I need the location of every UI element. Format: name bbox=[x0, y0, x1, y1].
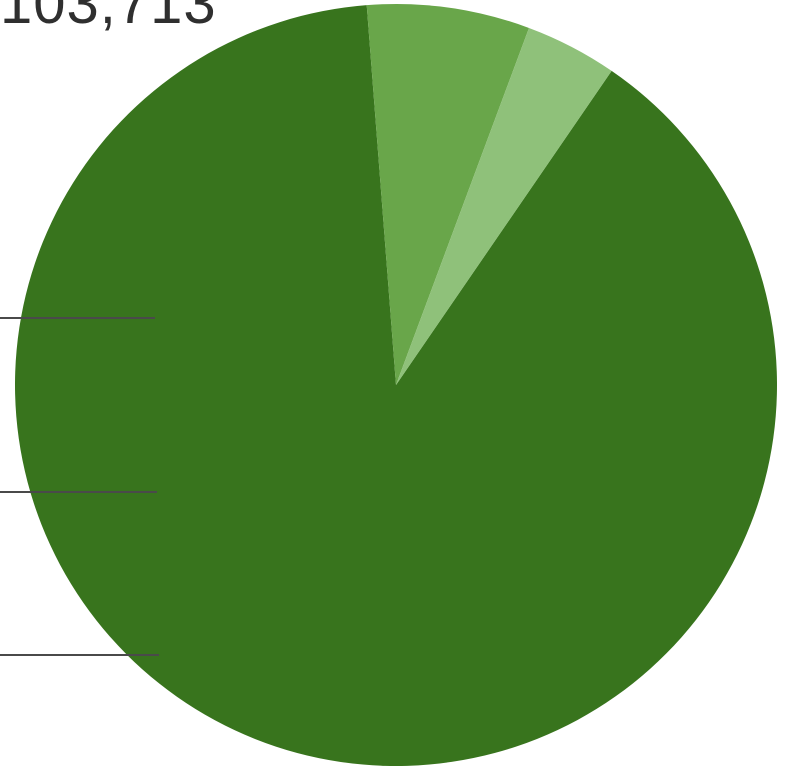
pie-slice-2 bbox=[366, 3, 529, 385]
pie-slice-1 bbox=[14, 5, 777, 766]
pie-slice-3 bbox=[396, 27, 612, 385]
total-value-label: 103,713 bbox=[0, 0, 217, 36]
